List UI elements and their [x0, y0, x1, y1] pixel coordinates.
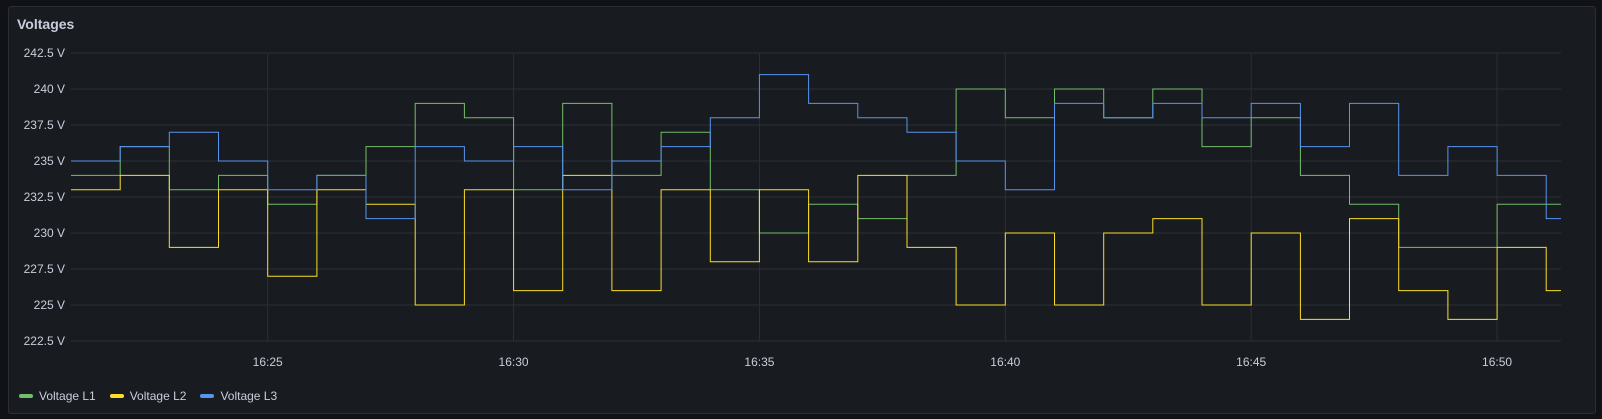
x-tick-label: 16:50	[1482, 355, 1512, 369]
y-tick-label: 227.5 V	[24, 262, 65, 276]
legend-label: Voltage L1	[39, 389, 96, 403]
y-tick-label: 242.5 V	[24, 46, 65, 60]
chart-panel: Voltages 222.5 V 225 V 227.5 V 230 V 232.5 V…	[8, 6, 1596, 414]
y-tick-label: 235 V	[34, 154, 65, 168]
legend: Voltage L1 Voltage L2 Voltage L3	[19, 389, 277, 403]
legend-label: Voltage L3	[220, 389, 278, 403]
y-tick-label: 225 V	[34, 298, 65, 312]
series-line-voltage-l3	[71, 74, 1561, 220]
series-line-voltage-l1	[71, 88, 1561, 248]
legend-item[interactable]: Voltage L3	[200, 389, 277, 403]
x-tick-label: 16:25	[253, 355, 283, 369]
series-line-voltage-l2	[71, 174, 1561, 320]
legend-item[interactable]: Voltage L2	[109, 389, 187, 403]
voltage-chart: 222.5 V 225 V 227.5 V 230 V 232.5 V 235 V 237.…	[24, 46, 1561, 369]
legend-swatch	[109, 394, 124, 398]
y-tick-label: 222.5 V	[24, 334, 65, 348]
x-tick-label: 16:30	[499, 355, 529, 369]
x-tick-label: 16:35	[744, 355, 774, 369]
legend-item[interactable]: Voltage L1	[19, 389, 96, 403]
legend-swatch	[19, 394, 33, 398]
legend-label: Voltage L2	[129, 389, 187, 403]
y-tick-label: 232.5 V	[24, 190, 65, 204]
legend-swatch	[200, 394, 215, 398]
y-tick-label: 230 V	[34, 226, 65, 240]
y-tick-label: 240 V	[34, 82, 65, 96]
y-tick-label: 237.5 V	[24, 118, 65, 132]
panel-title: Voltages	[17, 16, 75, 32]
x-tick-label: 16:45	[1236, 355, 1266, 369]
x-tick-label: 16:40	[990, 355, 1020, 369]
